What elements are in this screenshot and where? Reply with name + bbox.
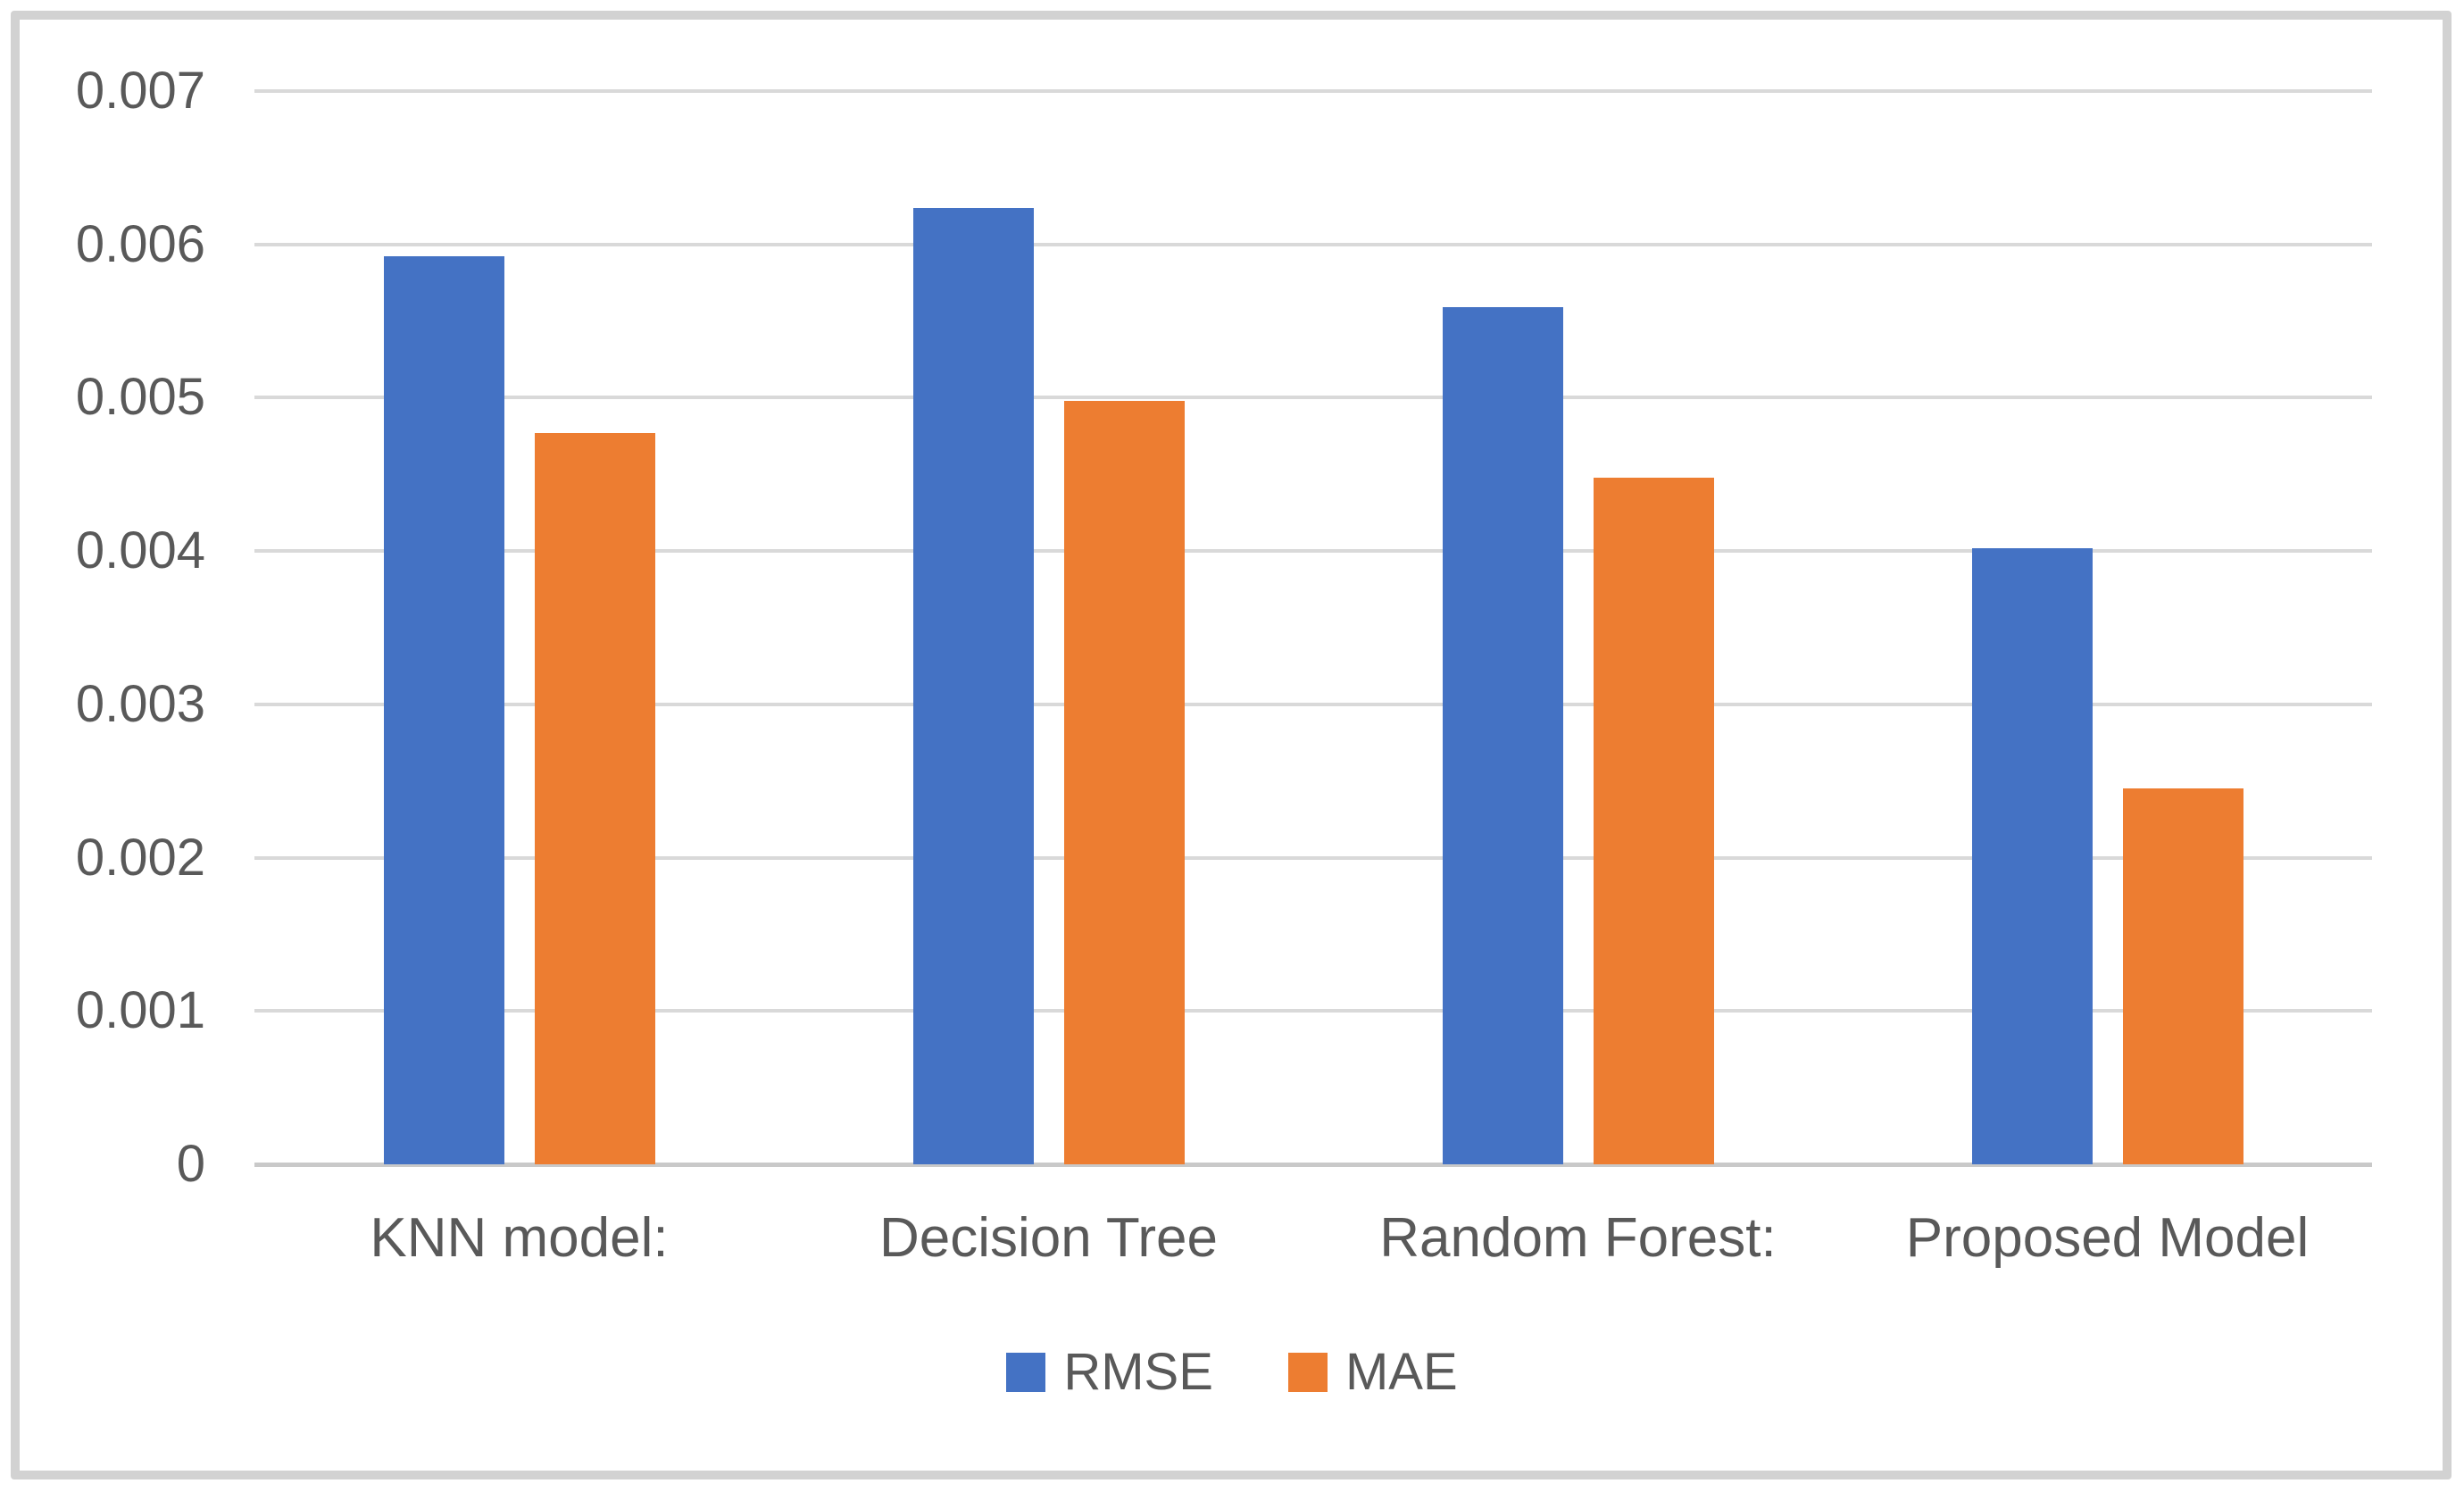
bar-mae-random-forest (1593, 477, 1714, 1164)
y-tick-label-0-005: 0.005 (75, 368, 205, 427)
legend-item-mae: MAE (1287, 1343, 1458, 1401)
x-axis-line (254, 1163, 2372, 1167)
gridline (254, 549, 2372, 554)
gridline (254, 396, 2372, 400)
y-tick-label-0-003: 0.003 (75, 674, 205, 733)
y-tick-label-0-001: 0.001 (75, 981, 205, 1040)
rmse-swatch-icon (1006, 1353, 1046, 1392)
legend-label-rmse: RMSE (1063, 1343, 1213, 1401)
gridline (254, 1009, 2372, 1013)
y-tick-label-0-006: 0.006 (75, 214, 205, 273)
bar-mae-decision-tree (1063, 400, 1185, 1164)
bar-rmse-random-forest (1442, 307, 1563, 1164)
gridline (254, 855, 2372, 860)
bar-rmse-decision-tree (912, 207, 1034, 1164)
x-category-label-decision-tree: Decision Tree (878, 1207, 1219, 1269)
mae-swatch-icon (1287, 1353, 1328, 1392)
bar-mae-knn-model (534, 432, 655, 1164)
gridline (254, 702, 2372, 706)
legend-label-mae: MAE (1344, 1343, 1458, 1401)
legend-item-rmse: RMSE (1006, 1346, 1213, 1398)
y-tick-label-0: 0 (176, 1135, 205, 1193)
y-tick-label-0-002: 0.002 (75, 828, 205, 887)
y-tick-label-0-004: 0.004 (75, 521, 205, 580)
gridline (254, 242, 2372, 246)
y-tick-label-0-007: 0.007 (75, 62, 205, 120)
bar-mae-proposed-model (2122, 788, 2243, 1164)
x-category-label-proposed-model: Proposed Model (1905, 1207, 2310, 1269)
chart-legend: RMSE MAE (0, 1346, 2464, 1398)
bar-rmse-knn-model (383, 256, 504, 1164)
gridline (254, 89, 2372, 93)
x-category-label-knn-model: KNN model: (370, 1207, 669, 1269)
bar-rmse-proposed-model (1971, 547, 2093, 1164)
x-category-label-random-forest: Random Forest: (1379, 1207, 1777, 1269)
